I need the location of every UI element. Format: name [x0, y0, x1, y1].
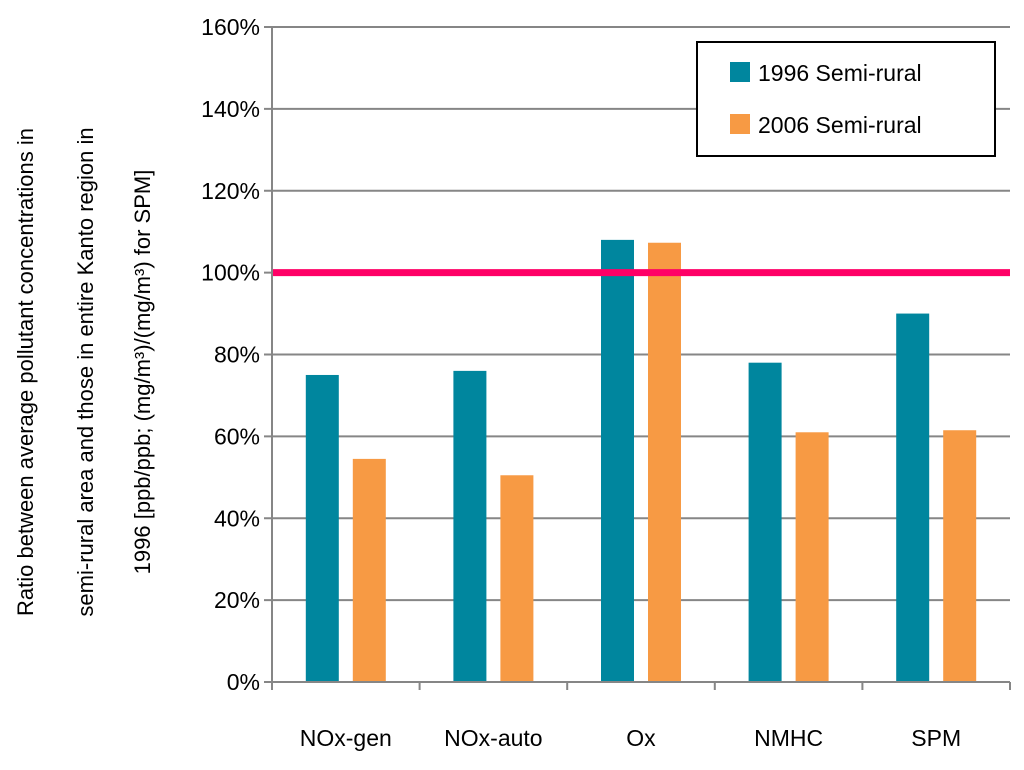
y-tick-label: 120% [201, 178, 260, 204]
bar-2006-spm [943, 430, 977, 682]
y-tick-label: 40% [214, 505, 260, 531]
bar-2006-nmhc [795, 432, 829, 682]
bar-2006-ox [648, 242, 681, 682]
category-label: NOx-gen [300, 725, 392, 751]
y-axis-label: Ratio between average pollutant concentr… [13, 127, 155, 616]
y-tick-label: 160% [201, 14, 260, 40]
y-axis-label-line: semi-rural area and those in entire Kant… [73, 127, 98, 616]
legend-label: 2006 Semi-rural [758, 112, 922, 138]
bar-1996-nox-auto [453, 370, 487, 682]
bar-1996-ox [601, 239, 634, 682]
category-label: Ox [626, 725, 656, 751]
legend-swatch [730, 62, 750, 82]
bar-1996-nmhc [748, 362, 782, 682]
category-label: NOx-auto [444, 725, 542, 751]
bar-1996-nox-gen [305, 374, 339, 682]
bar-1996-spm [896, 313, 930, 682]
category-label: SPM [911, 725, 961, 751]
y-tick-label: 100% [201, 260, 260, 286]
axes: 0% 20% 40% 60% 80% 100% 120% 140% 160% NOx-gen NOx… [201, 14, 1011, 751]
bars [305, 239, 977, 682]
legend: 1996 Semi-rural 2006 Semi-rural [696, 41, 996, 157]
legend-swatch [730, 114, 750, 134]
y-tick-label: 0% [227, 669, 260, 695]
y-tick-label: 60% [214, 423, 260, 449]
y-tick-label: 20% [214, 587, 260, 613]
bar-2006-nox-auto [500, 475, 534, 682]
y-tick-label: 80% [214, 342, 260, 368]
legend-label: 1996 Semi-rural [758, 60, 922, 86]
legend-box [696, 41, 996, 157]
y-axis-label-line: 1996 [ppb/ppb; (mg/m³)/(mg/m³) for SPM] [130, 170, 155, 575]
y-tick-label: 140% [201, 96, 260, 122]
category-label: NMHC [754, 725, 823, 751]
bar-2006-nox-gen [352, 458, 386, 682]
y-axis-label-line: Ratio between average pollutant concentr… [13, 128, 38, 616]
